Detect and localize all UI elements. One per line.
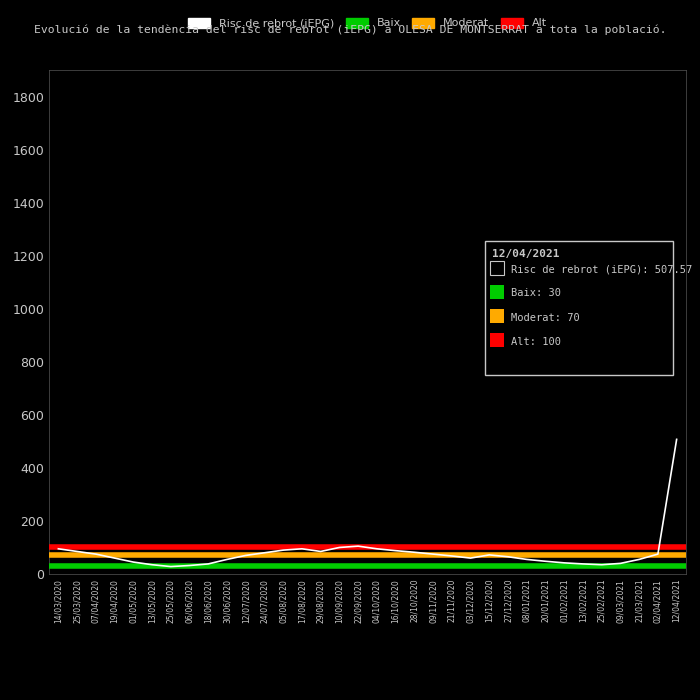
Text: Alt: 100: Alt: 100: [511, 337, 561, 346]
Text: 12/04/2021: 12/04/2021: [491, 249, 559, 259]
Text: Evolució de la tendència del risc de rebrot (iEPG) a OLESA DE MONTSERRAT a tota : Evolució de la tendència del risc de reb…: [34, 25, 666, 35]
Text: Risc de rebrot (iEPG): 507.57: Risc de rebrot (iEPG): 507.57: [511, 264, 692, 274]
Text: Moderat: 70: Moderat: 70: [511, 313, 580, 323]
FancyBboxPatch shape: [491, 333, 505, 347]
FancyBboxPatch shape: [491, 285, 505, 299]
FancyBboxPatch shape: [491, 309, 505, 323]
FancyBboxPatch shape: [485, 241, 673, 375]
Text: Baix: 30: Baix: 30: [511, 288, 561, 298]
FancyBboxPatch shape: [491, 260, 505, 275]
Legend: Risc de rebrot (iEPG), Baix, Moderat, Alt: Risc de rebrot (iEPG), Baix, Moderat, Al…: [188, 18, 547, 29]
